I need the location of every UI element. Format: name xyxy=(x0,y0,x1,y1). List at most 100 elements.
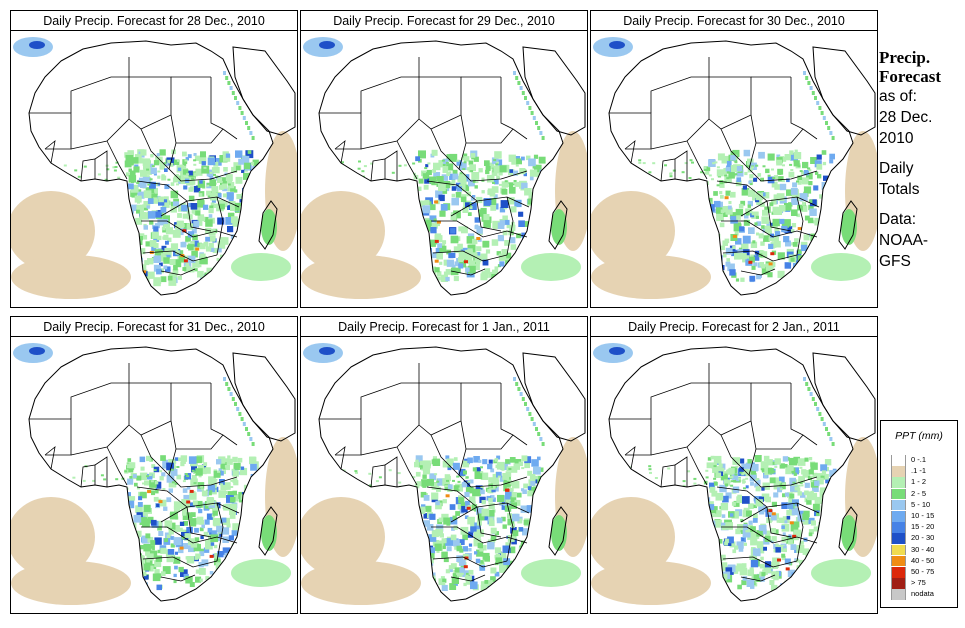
rain-cell xyxy=(511,269,519,278)
rain-cell xyxy=(217,567,226,576)
rain-cell xyxy=(751,166,755,169)
rain-cell xyxy=(232,456,238,463)
rain-cell xyxy=(534,164,542,173)
rain-cell xyxy=(824,237,828,241)
rain-cell xyxy=(779,218,785,224)
rain-cell xyxy=(124,566,129,571)
country-border xyxy=(142,250,218,262)
country-border xyxy=(650,76,710,150)
rain-cell xyxy=(228,249,234,254)
rain-cell xyxy=(375,480,379,483)
rain-cell xyxy=(186,527,193,534)
rain-cell xyxy=(128,250,132,254)
rain-cell xyxy=(218,583,224,588)
rain-cell xyxy=(712,466,719,473)
rain-cell xyxy=(221,517,227,523)
rain-cell xyxy=(524,456,532,464)
rain-cell xyxy=(153,236,160,242)
legend-label: 1 - 2 xyxy=(911,477,927,487)
rain-cell xyxy=(638,159,642,162)
rain-cell xyxy=(821,470,827,475)
rain-cell xyxy=(810,490,814,493)
country-border xyxy=(500,77,528,140)
rain-cell xyxy=(223,71,226,75)
rain-cell xyxy=(220,462,228,469)
rain-cell xyxy=(817,477,824,485)
rain-cell xyxy=(792,242,798,247)
rain-cell xyxy=(194,155,201,161)
rain-cell xyxy=(160,251,167,258)
rain-cell xyxy=(441,584,448,591)
rain-cell xyxy=(805,256,813,264)
country-border xyxy=(624,140,636,164)
rain-cell xyxy=(446,259,454,267)
rain-cell xyxy=(193,220,200,227)
rain-cell xyxy=(779,476,785,483)
rain-cell xyxy=(206,184,210,187)
rain-cell xyxy=(162,462,169,469)
rain-cell xyxy=(164,199,168,203)
rain-cell xyxy=(774,240,781,248)
rain-cell xyxy=(490,468,495,473)
country-border xyxy=(396,446,418,486)
rain-cell xyxy=(825,478,831,484)
rain-cell xyxy=(743,219,750,226)
rain-cell xyxy=(739,471,743,474)
rain-cell xyxy=(808,251,816,259)
rain-cell xyxy=(92,479,96,482)
rain-cell xyxy=(178,255,186,262)
rain-cell xyxy=(459,559,466,566)
rain-cell xyxy=(35,471,39,474)
rain-cell xyxy=(820,417,824,421)
rain-cell xyxy=(234,248,239,254)
rain-cell xyxy=(481,190,485,194)
rain-cell xyxy=(156,520,163,527)
rain-cell xyxy=(443,181,451,189)
rain-cell xyxy=(762,165,766,168)
rain-cell xyxy=(713,519,722,528)
rain-cell xyxy=(741,473,745,476)
rain-cell xyxy=(226,192,234,200)
rain-cell xyxy=(774,227,780,233)
rain-cell xyxy=(227,491,235,499)
rain-cell xyxy=(354,470,358,473)
rain-cell xyxy=(462,184,470,192)
rain-cell xyxy=(428,201,432,205)
rain-cell xyxy=(204,467,211,474)
country-border xyxy=(94,150,108,181)
country-border xyxy=(740,200,768,217)
rain-cell xyxy=(429,513,436,520)
rain-cell xyxy=(89,181,93,183)
rain-cell xyxy=(146,175,150,178)
rain-cell xyxy=(121,490,125,493)
rain-cell xyxy=(481,508,490,517)
rain-cell xyxy=(502,545,510,553)
rain-cell xyxy=(771,571,779,579)
rain-cell xyxy=(435,248,442,254)
rain-cell xyxy=(805,581,809,586)
rain-cell xyxy=(139,248,146,255)
rain-cell xyxy=(796,578,803,585)
rain-cell xyxy=(509,487,514,492)
rain-cell xyxy=(734,565,738,569)
rain-cell xyxy=(724,174,728,177)
rain-cell xyxy=(457,571,463,577)
rain-cell xyxy=(829,153,835,160)
rain-cell xyxy=(513,558,519,565)
rain-cell xyxy=(753,177,758,182)
rain-cell xyxy=(135,505,143,513)
rain-cell xyxy=(418,200,426,207)
rain-cell xyxy=(713,200,721,208)
rain-cell xyxy=(384,487,388,490)
rain-cell xyxy=(474,185,478,189)
rain-cell xyxy=(814,160,822,168)
rain-cell xyxy=(186,486,191,490)
rain-cell xyxy=(735,278,740,282)
rain-cell xyxy=(173,259,182,268)
rain-cell xyxy=(810,475,814,478)
rain-cell xyxy=(189,492,197,500)
rain-cell xyxy=(503,480,510,488)
rain-cell xyxy=(438,160,446,168)
country-border xyxy=(609,112,652,150)
africa-outline xyxy=(318,40,564,296)
